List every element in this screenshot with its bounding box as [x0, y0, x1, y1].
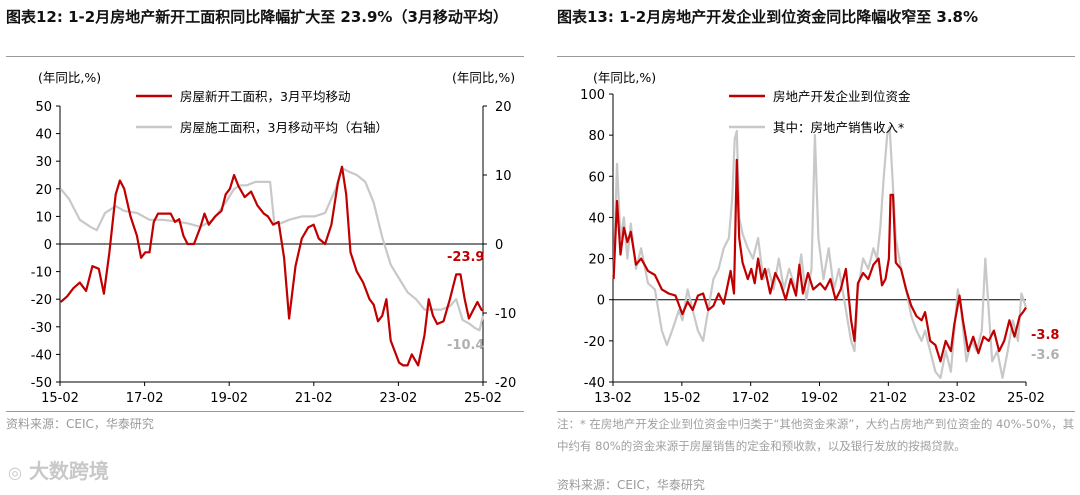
y-tick-label: 10 — [35, 210, 52, 225]
y-tick-label: 0 — [597, 294, 605, 309]
y-tick-label: 100 — [580, 88, 605, 103]
y-tick-label: -30 — [31, 321, 52, 336]
watermark-logo: ◎ 大数跨境 — [8, 455, 109, 484]
x-tick-label: 25-02 — [1007, 391, 1045, 406]
right-figure-panel: 图表13: 1-2月房地产开发企业到位资金同比降幅收窄至 3.8% 100 80 6… — [553, 0, 1080, 494]
left-source: 资料来源：CEIC，华泰研究 — [6, 417, 154, 431]
y2-tick-label: -20 — [495, 376, 516, 391]
x-tick-label: 17-02 — [732, 391, 770, 406]
y-tick-label: -20 — [31, 293, 52, 308]
right-note: 注：* 在房地产开发企业到位资金中归类于“其他资金来源”，大约占房地产到位资金的… — [557, 417, 1075, 453]
y-tick-label: 20 — [588, 253, 605, 268]
end-label-gray: -3.6 — [1031, 348, 1059, 363]
series-line-red — [612, 158, 1027, 363]
right-figure-title: 图表13: 1-2月房地产开发企业到位资金同比降幅收窄至 3.8% — [557, 8, 979, 26]
y-tick-label: -50 — [31, 376, 52, 391]
y-tick-label: -40 — [584, 376, 605, 391]
x-tick-label: 19-02 — [210, 391, 248, 406]
y-tick-label: 0 — [44, 238, 52, 253]
x-tick-label: 25-02 — [464, 391, 502, 406]
watermark-text: 大数跨境 — [28, 459, 109, 483]
x-tick-label: 17-02 — [126, 391, 164, 406]
x-tick-label: 23-02 — [380, 391, 418, 406]
x-tick-label: 13-02 — [594, 391, 632, 406]
right-top-rule — [557, 56, 1075, 57]
legend-label: 房屋新开工面积，3月平均移动 — [180, 89, 350, 104]
watermark-icon: ◎ — [8, 463, 22, 482]
series-line-red — [59, 165, 483, 367]
right-source: 资料来源：CEIC，华泰研究 — [557, 478, 705, 492]
y2-tick-label: -10 — [495, 307, 516, 322]
y2-tick-label: 10 — [495, 169, 512, 184]
y-tick-label: -40 — [31, 348, 52, 363]
x-tick-label: 21-02 — [869, 391, 907, 406]
y2-unit-label: (年同比,%) — [452, 70, 515, 85]
y-tick-label: -20 — [584, 335, 605, 350]
y2-tick-label: 20 — [495, 100, 512, 115]
y-tick-label: 40 — [588, 211, 605, 226]
left-bottom-rule — [6, 411, 524, 412]
end-label-gray: -10.4 — [447, 338, 484, 353]
y-tick-label: 80 — [588, 129, 605, 144]
y-tick-label: 30 — [35, 155, 52, 170]
y-unit-label: (年同比,%) — [38, 70, 101, 85]
y-tick-label: 20 — [35, 183, 52, 198]
right-bottom-rule — [557, 411, 1075, 412]
legend-label: 其中：房地产销售收入* — [773, 120, 904, 135]
left-top-rule — [6, 56, 524, 57]
series-line-gray — [59, 167, 485, 332]
y-unit-label: (年同比,%) — [593, 70, 656, 85]
x-tick-label: 19-02 — [801, 391, 839, 406]
end-label-red: -3.8 — [1031, 328, 1059, 343]
y-tick-label: 60 — [588, 170, 605, 185]
legend-label: 房地产开发企业到位资金 — [773, 89, 911, 104]
y-tick-label: -10 — [31, 266, 52, 281]
left-chart: 50 40 30 20 10 0 -10 -20 -30 -40 -50 20 10 0 -10 -20 15-… — [31, 70, 516, 406]
end-label-red: -23.9 — [447, 250, 484, 265]
y-tick-label: 50 — [35, 100, 52, 115]
left-figure-title: 图表12: 1-2月房地产新开工面积同比降幅扩大至 23.9%（3月移动平均） — [6, 8, 508, 26]
x-tick-label: 15-02 — [41, 391, 79, 406]
y-tick-label: 40 — [35, 128, 52, 143]
series-line-gray — [612, 125, 1028, 379]
legend-label: 房屋施工面积，3月移动平均（右轴） — [180, 120, 388, 135]
left-figure-panel: 图表12: 1-2月房地产新开工面积同比降幅扩大至 23.9%（3月移动平均） … — [0, 0, 530, 494]
x-tick-label: 21-02 — [295, 391, 333, 406]
y2-tick-label: 0 — [495, 238, 503, 253]
x-tick-label: 23-02 — [938, 391, 976, 406]
x-tick-label: 15-02 — [663, 391, 701, 406]
